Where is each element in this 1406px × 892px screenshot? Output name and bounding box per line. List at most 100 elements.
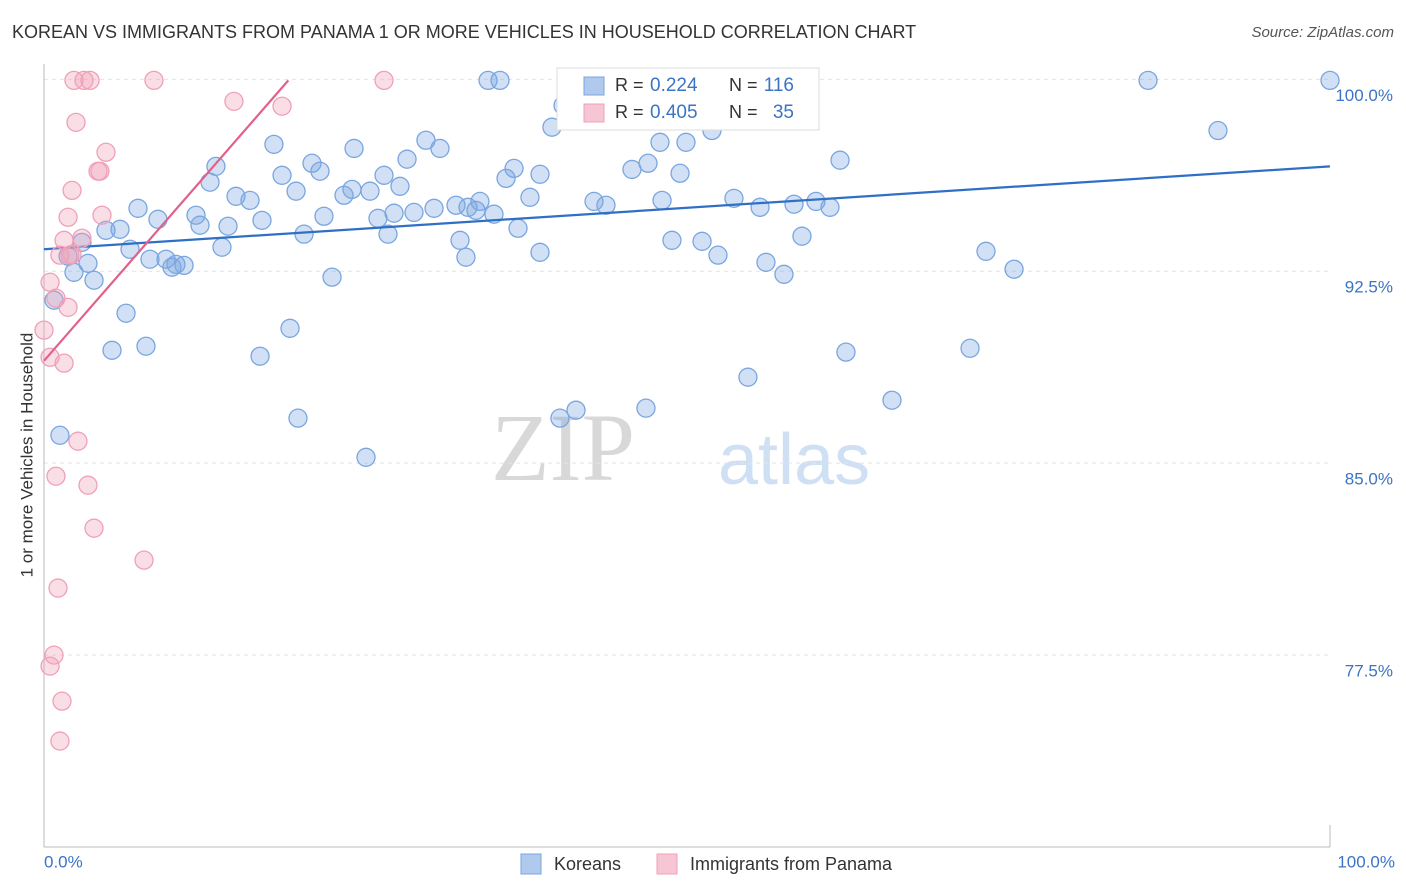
point [750,197,770,217]
point [520,187,540,207]
point [384,203,404,223]
point [508,218,528,238]
point [360,181,380,201]
point [136,336,156,356]
point [738,367,758,387]
point [1320,70,1340,91]
point [62,244,82,265]
point [636,398,656,418]
point [44,645,64,665]
point [240,190,260,211]
legend-n-label: N = [729,75,758,95]
point [622,159,642,180]
point [450,230,470,250]
point [174,255,194,276]
point [66,112,86,132]
point [48,578,68,598]
point [52,691,72,711]
point [692,231,712,251]
point [662,230,682,250]
point [224,91,244,112]
point [212,237,232,257]
point [830,150,850,170]
point [102,340,122,360]
point [314,206,334,226]
point [64,70,84,91]
point [54,353,74,373]
point [84,518,104,538]
point [374,165,394,185]
point [148,209,168,229]
point [50,425,70,445]
y-tick-label: 85.0% [1345,470,1393,489]
legend-n-value: 35 [773,102,794,123]
point [470,191,490,212]
point [128,198,148,218]
point [294,224,314,244]
point [62,180,82,201]
point [96,220,116,240]
point [960,338,980,358]
point [416,130,436,150]
point [638,153,658,173]
legend-swatch [583,103,605,123]
point [424,198,444,218]
point [1004,259,1024,279]
point [504,158,524,179]
point [670,163,690,183]
legend-r-label: R = [615,75,644,95]
trend-line [43,79,290,362]
point [116,303,136,323]
point [84,270,104,290]
point [96,142,116,162]
point [404,202,424,223]
point [756,252,776,272]
point [78,253,98,273]
point [302,153,322,173]
point [676,132,696,152]
point [190,215,210,235]
point [272,96,292,116]
y-tick-label: 92.5% [1345,278,1393,297]
point [58,207,78,227]
point [584,191,604,212]
point [650,132,670,152]
point [1138,70,1158,91]
point [46,288,66,308]
point [110,219,130,239]
legend-n-label: N = [729,102,758,122]
legend-swatch [520,853,542,875]
point [322,267,342,287]
point [344,138,364,159]
y-tick-label: 100.0% [1335,86,1393,105]
legend-r-value: 0.224 [650,75,698,96]
point [378,224,398,244]
y-axis-label: 1 or more Vehicles in Household [17,333,36,578]
point [397,149,417,169]
point [166,254,186,275]
point [144,70,164,91]
point [652,190,672,211]
point [286,181,306,201]
point [92,205,112,225]
point [566,400,586,420]
point [490,70,510,91]
point [374,70,394,91]
point [34,320,54,340]
x-tick-label: 100.0% [1337,852,1395,871]
legend-label: Koreans [554,854,621,874]
legend-swatch [583,76,605,96]
point [64,262,84,282]
point [530,164,550,184]
point [310,161,330,181]
point [390,176,410,196]
watermark: ZIP [491,394,635,501]
point [74,70,94,91]
point [134,550,154,570]
point [820,197,840,217]
point [708,245,728,265]
point [446,195,466,215]
point [40,656,60,676]
